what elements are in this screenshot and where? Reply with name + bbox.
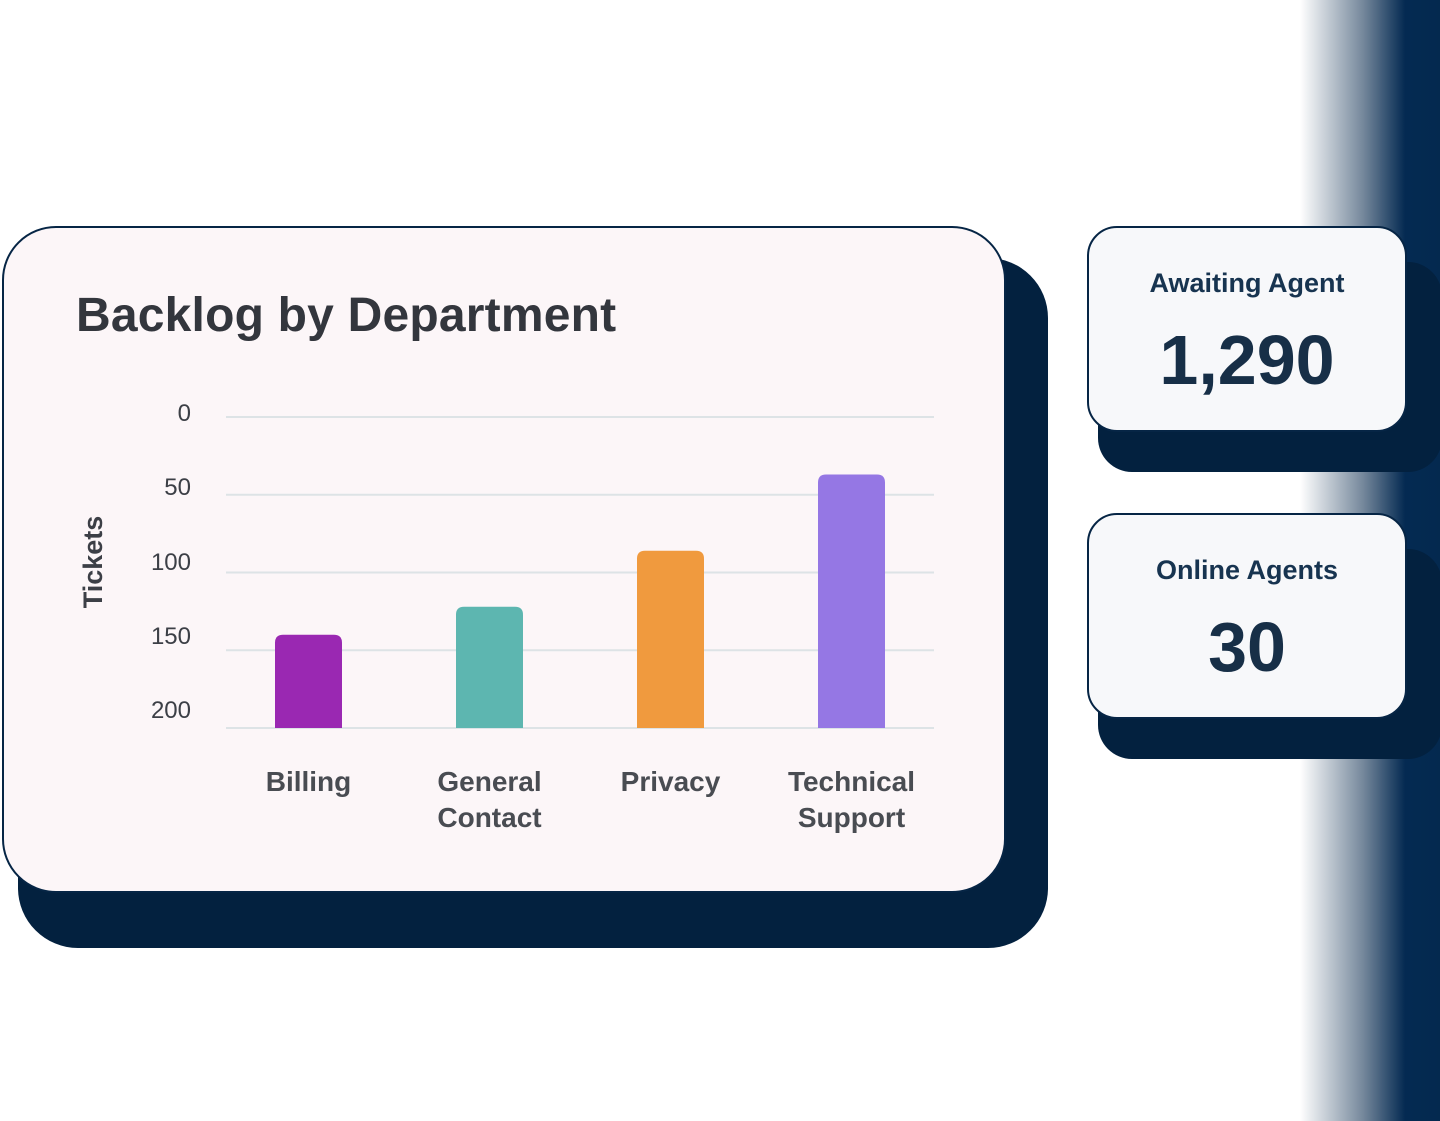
stat-value: 30 <box>1208 608 1286 686</box>
x-tick-label: Technical Support <box>788 766 915 833</box>
x-tick-label: Billing <box>266 766 352 797</box>
y-tick-label: 0 <box>178 400 191 427</box>
bar-chart: 0 50 100 150 200 Tickets Billing General Contact… <box>78 400 934 833</box>
stat-value: 1,290 <box>1159 321 1335 399</box>
y-tick-label: 50 <box>164 474 191 501</box>
stat-label: Online Agents <box>1155 555 1338 585</box>
x-tick-label: General Contact <box>437 766 541 833</box>
stat-label: Awaiting Agent <box>1149 268 1345 298</box>
stat-card-awaiting-agent: Awaiting Agent 1,290 <box>1087 226 1407 432</box>
bar <box>456 606 523 728</box>
chart-title: Backlog by Department <box>76 289 617 342</box>
bar <box>818 474 885 728</box>
y-tick-label: 200 <box>151 697 191 724</box>
y-tick-label: 100 <box>151 549 191 576</box>
y-axis-label: Tickets <box>78 516 108 609</box>
bar <box>275 634 342 728</box>
bar <box>637 550 704 728</box>
y-tick-label: 150 <box>151 623 191 650</box>
stat-card-online-agents: Online Agents 30 <box>1087 513 1407 719</box>
x-tick-label: Privacy <box>621 766 721 797</box>
